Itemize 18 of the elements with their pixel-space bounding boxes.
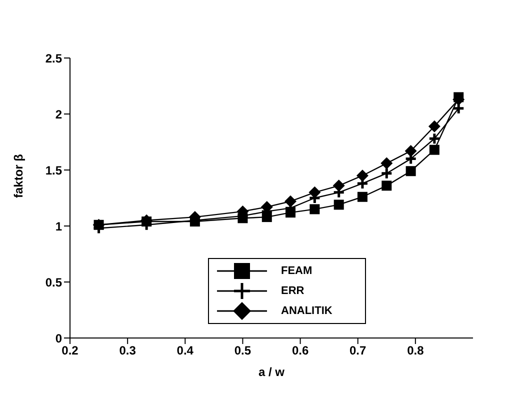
x-axis-title: a / w <box>258 365 286 379</box>
y-tick-label: 2.5 <box>45 51 62 66</box>
x-tick-label: 0.3 <box>119 344 136 358</box>
x-tick-label: 0.4 <box>176 344 194 358</box>
y-tick-label: 0 <box>55 331 62 346</box>
y-tick-label: 1.5 <box>45 163 62 178</box>
x-tick-label: 0.7 <box>350 344 367 358</box>
y-tick-label: 0.5 <box>45 275 62 290</box>
legend-label: ERR <box>281 285 304 297</box>
x-tick-label: 0.6 <box>292 344 309 358</box>
legend-label: FEAM <box>281 265 312 277</box>
x-tick-label: 0.8 <box>407 344 424 358</box>
y-tick-label: 1 <box>55 219 62 234</box>
y-axis-title: faktor β <box>11 154 26 198</box>
x-tick-label: 0.2 <box>62 344 79 358</box>
legend-label: ANALITIK <box>281 305 332 317</box>
x-tick-label: 0.5 <box>234 344 252 358</box>
y-tick-label: 2 <box>55 107 62 122</box>
